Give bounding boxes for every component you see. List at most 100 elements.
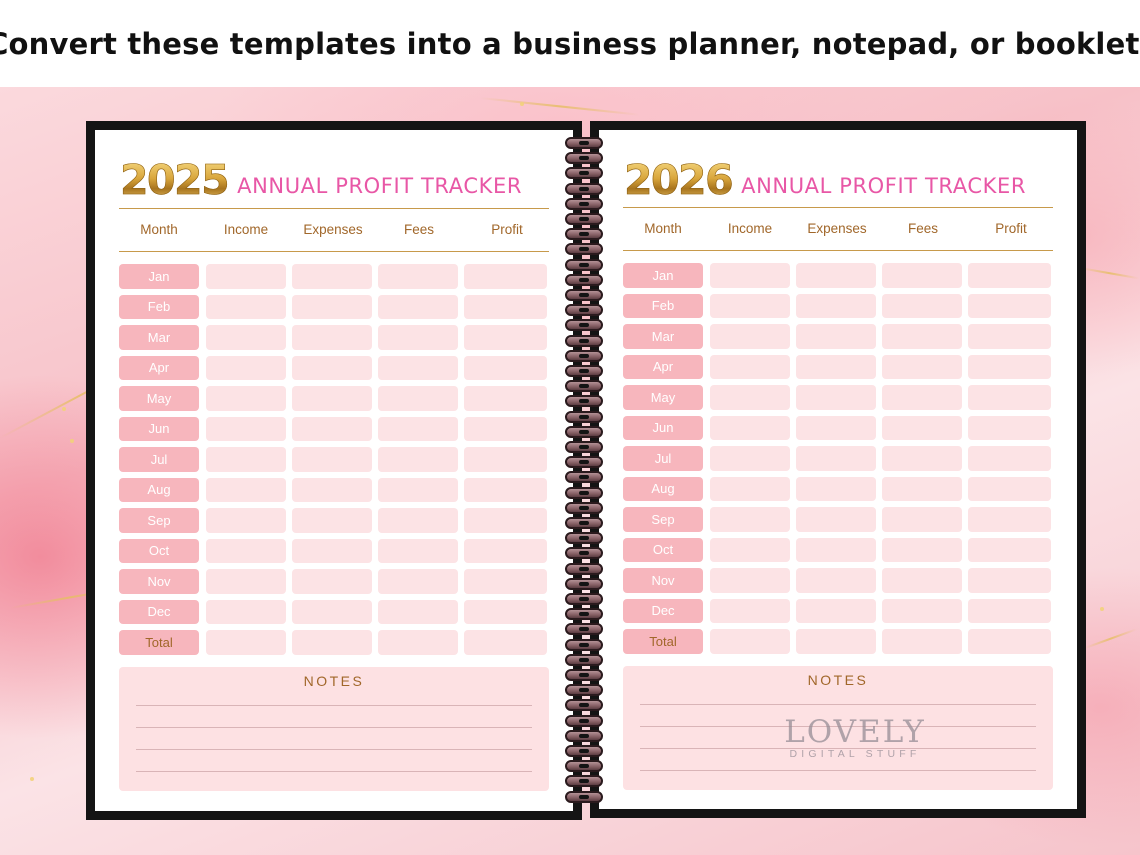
profit-cell[interactable]: [464, 569, 547, 594]
fees-cell[interactable]: [378, 538, 458, 563]
fees-cell[interactable]: [882, 293, 962, 318]
income-cell[interactable]: [206, 325, 286, 350]
profit-cell[interactable]: [464, 264, 547, 289]
expenses-cell[interactable]: [292, 386, 372, 411]
income-cell[interactable]: [710, 385, 790, 410]
profit-cell[interactable]: [464, 508, 547, 533]
income-cell[interactable]: [206, 477, 286, 502]
fees-cell[interactable]: [378, 477, 458, 502]
fees-cell[interactable]: [378, 355, 458, 380]
income-cell[interactable]: [206, 538, 286, 563]
notes-box[interactable]: NOTES: [623, 666, 1053, 790]
fees-cell[interactable]: [378, 630, 458, 655]
profit-cell[interactable]: [464, 325, 547, 350]
profit-cell[interactable]: [968, 324, 1051, 349]
expenses-cell[interactable]: [796, 293, 876, 318]
income-cell[interactable]: [206, 569, 286, 594]
profit-cell[interactable]: [464, 538, 547, 563]
profit-cell[interactable]: [464, 416, 547, 441]
expenses-cell[interactable]: [796, 476, 876, 501]
income-cell[interactable]: [710, 537, 790, 562]
fees-cell[interactable]: [882, 446, 962, 471]
expenses-cell[interactable]: [292, 447, 372, 472]
expenses-cell[interactable]: [292, 325, 372, 350]
expenses-cell[interactable]: [796, 415, 876, 440]
expenses-cell[interactable]: [796, 446, 876, 471]
notes-box[interactable]: NOTES: [119, 667, 549, 791]
fees-cell[interactable]: [882, 537, 962, 562]
fees-cell[interactable]: [882, 385, 962, 410]
fees-cell[interactable]: [378, 447, 458, 472]
income-cell[interactable]: [710, 598, 790, 623]
profit-cell[interactable]: [968, 476, 1051, 501]
fees-cell[interactable]: [882, 568, 962, 593]
income-cell[interactable]: [206, 416, 286, 441]
expenses-cell[interactable]: [796, 629, 876, 654]
income-cell[interactable]: [710, 263, 790, 288]
profit-cell[interactable]: [968, 385, 1051, 410]
expenses-cell[interactable]: [796, 354, 876, 379]
profit-cell[interactable]: [968, 293, 1051, 318]
income-cell[interactable]: [710, 354, 790, 379]
income-cell[interactable]: [710, 446, 790, 471]
fees-cell[interactable]: [378, 264, 458, 289]
income-cell[interactable]: [710, 415, 790, 440]
profit-cell[interactable]: [464, 294, 547, 319]
income-cell[interactable]: [710, 629, 790, 654]
income-cell[interactable]: [710, 568, 790, 593]
income-cell[interactable]: [710, 324, 790, 349]
income-cell[interactable]: [206, 630, 286, 655]
expenses-cell[interactable]: [796, 568, 876, 593]
expenses-cell[interactable]: [292, 477, 372, 502]
fees-cell[interactable]: [882, 354, 962, 379]
expenses-cell[interactable]: [292, 538, 372, 563]
expenses-cell[interactable]: [292, 264, 372, 289]
profit-cell[interactable]: [968, 263, 1051, 288]
income-cell[interactable]: [206, 264, 286, 289]
profit-cell[interactable]: [968, 507, 1051, 532]
fees-cell[interactable]: [882, 629, 962, 654]
profit-cell[interactable]: [464, 386, 547, 411]
profit-cell[interactable]: [968, 629, 1051, 654]
income-cell[interactable]: [206, 386, 286, 411]
income-cell[interactable]: [710, 507, 790, 532]
expenses-cell[interactable]: [796, 537, 876, 562]
income-cell[interactable]: [206, 599, 286, 624]
fees-cell[interactable]: [378, 386, 458, 411]
expenses-cell[interactable]: [292, 599, 372, 624]
fees-cell[interactable]: [378, 294, 458, 319]
expenses-cell[interactable]: [292, 416, 372, 441]
profit-cell[interactable]: [464, 355, 547, 380]
fees-cell[interactable]: [882, 598, 962, 623]
profit-cell[interactable]: [464, 477, 547, 502]
fees-cell[interactable]: [882, 415, 962, 440]
income-cell[interactable]: [206, 355, 286, 380]
profit-cell[interactable]: [968, 568, 1051, 593]
profit-cell[interactable]: [968, 354, 1051, 379]
expenses-cell[interactable]: [292, 294, 372, 319]
fees-cell[interactable]: [378, 508, 458, 533]
expenses-cell[interactable]: [796, 507, 876, 532]
fees-cell[interactable]: [378, 599, 458, 624]
income-cell[interactable]: [206, 508, 286, 533]
expenses-cell[interactable]: [292, 569, 372, 594]
profit-cell[interactable]: [968, 537, 1051, 562]
expenses-cell[interactable]: [292, 355, 372, 380]
fees-cell[interactable]: [378, 325, 458, 350]
income-cell[interactable]: [710, 476, 790, 501]
income-cell[interactable]: [206, 294, 286, 319]
expenses-cell[interactable]: [796, 385, 876, 410]
expenses-cell[interactable]: [796, 263, 876, 288]
expenses-cell[interactable]: [796, 598, 876, 623]
fees-cell[interactable]: [882, 476, 962, 501]
fees-cell[interactable]: [882, 324, 962, 349]
expenses-cell[interactable]: [292, 630, 372, 655]
fees-cell[interactable]: [378, 416, 458, 441]
income-cell[interactable]: [710, 293, 790, 318]
fees-cell[interactable]: [882, 507, 962, 532]
fees-cell[interactable]: [378, 569, 458, 594]
profit-cell[interactable]: [968, 598, 1051, 623]
fees-cell[interactable]: [882, 263, 962, 288]
profit-cell[interactable]: [464, 630, 547, 655]
profit-cell[interactable]: [464, 599, 547, 624]
